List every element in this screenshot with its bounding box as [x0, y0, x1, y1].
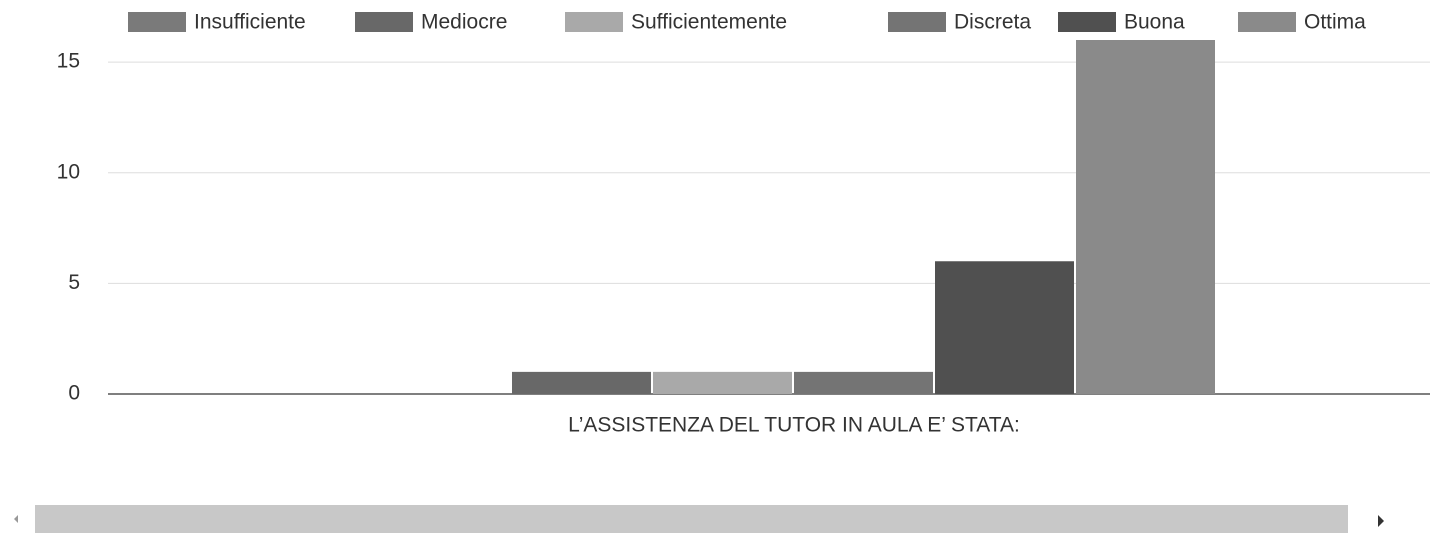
scroll-left-arrow[interactable]: [14, 515, 18, 523]
legend-swatch: [355, 12, 413, 32]
legend-swatch: [888, 12, 946, 32]
legend-label: Mediocre: [421, 11, 507, 34]
bar: [653, 371, 792, 394]
legend-label: Buona: [1124, 11, 1185, 34]
legend-swatch: [1238, 12, 1296, 32]
legend-swatch: [565, 12, 623, 32]
bar: [1076, 40, 1215, 394]
legend-label: Discreta: [954, 11, 1031, 34]
x-axis-label: L’ASSISTENZA DEL TUTOR IN AULA E’ STATA:: [568, 414, 1020, 437]
bar: [935, 261, 1074, 394]
y-tick-label: 10: [57, 160, 80, 183]
y-tick-label: 15: [57, 50, 80, 73]
legend-label: Ottima: [1304, 11, 1366, 34]
bar: [512, 371, 651, 394]
legend-swatch: [1058, 12, 1116, 32]
legend-label: Insufficiente: [194, 11, 306, 34]
y-tick-label: 5: [68, 271, 80, 294]
legend-swatch: [128, 12, 186, 32]
bar: [794, 371, 933, 394]
y-tick-label: 0: [68, 382, 80, 405]
scrollbar[interactable]: [35, 505, 1348, 533]
legend-label: Sufficientemente: [631, 11, 787, 34]
scroll-right-arrow[interactable]: [1378, 515, 1384, 527]
